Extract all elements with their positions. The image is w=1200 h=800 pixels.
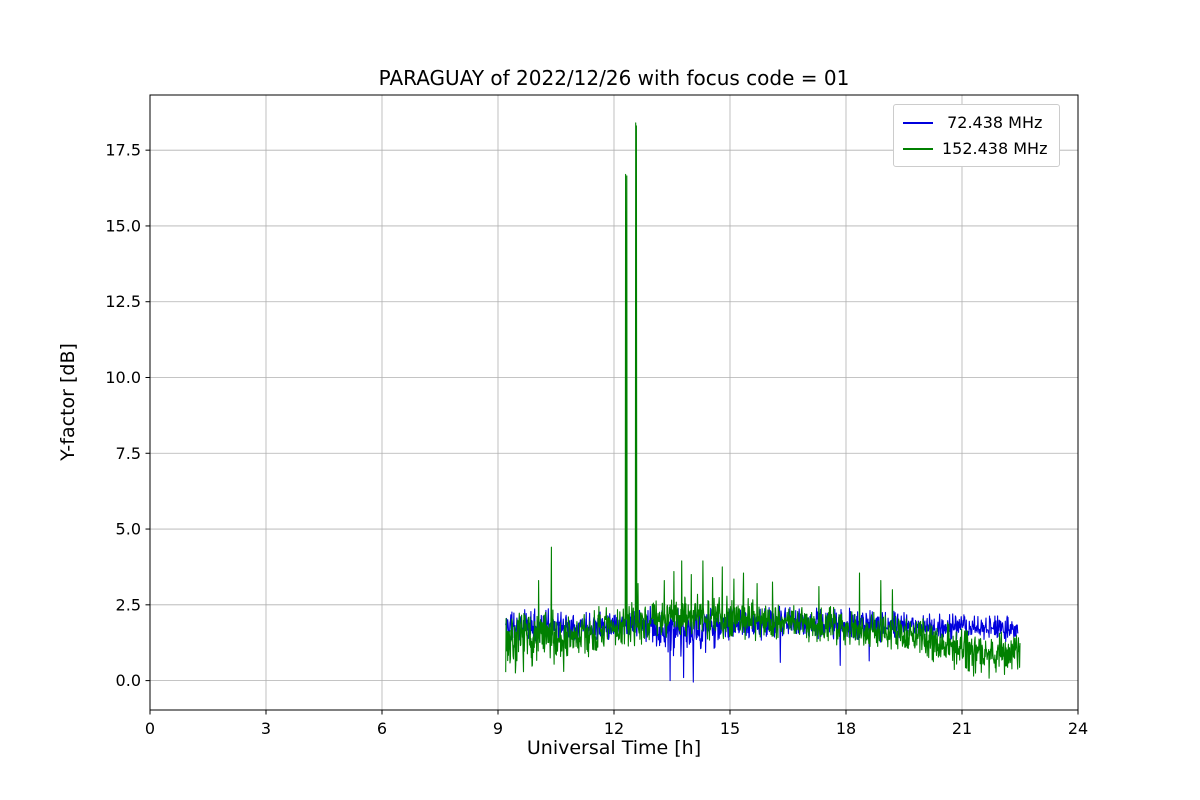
chart-title: PARAGUAY of 2022/12/26 with focus code =… (378, 66, 850, 90)
legend-item: 152.438 MHz (903, 139, 1047, 158)
x-tick-label: 24 (1068, 719, 1088, 738)
x-tick-label: 9 (493, 719, 503, 738)
y-tick-label: 5.0 (116, 520, 141, 539)
x-tick-label: 18 (836, 719, 856, 738)
legend-label: 152.438 MHz (942, 139, 1048, 158)
y-tick-label: 17.5 (105, 141, 141, 160)
legend-line-sample-green (903, 147, 933, 150)
legend-item: 72.438 MHz (903, 113, 1047, 132)
y-tick-label: 7.5 (116, 444, 141, 463)
y-tick-label: 12.5 (105, 292, 141, 311)
y-axis-label: Y-factor [dB] (57, 343, 79, 461)
x-tick-label: 12 (604, 719, 624, 738)
legend: 72.438 MHz 152.438 MHz (893, 104, 1061, 167)
series-line-1 (505, 122, 1021, 679)
x-tick-label: 6 (377, 719, 387, 738)
x-axis-label: Universal Time [h] (526, 737, 702, 759)
legend-label: 72.438 MHz (942, 113, 1043, 132)
x-tick-label: 21 (952, 719, 972, 738)
x-tick-label: 0 (145, 719, 155, 738)
legend-line-sample-blue (903, 121, 933, 124)
x-tick-label: 3 (261, 719, 271, 738)
y-tick-label: 0.0 (116, 671, 141, 690)
y-tick-label: 2.5 (116, 595, 141, 614)
x-tick-label: 15 (720, 719, 740, 738)
y-tick-label: 15.0 (105, 216, 141, 235)
y-tick-label: 10.0 (105, 368, 141, 387)
